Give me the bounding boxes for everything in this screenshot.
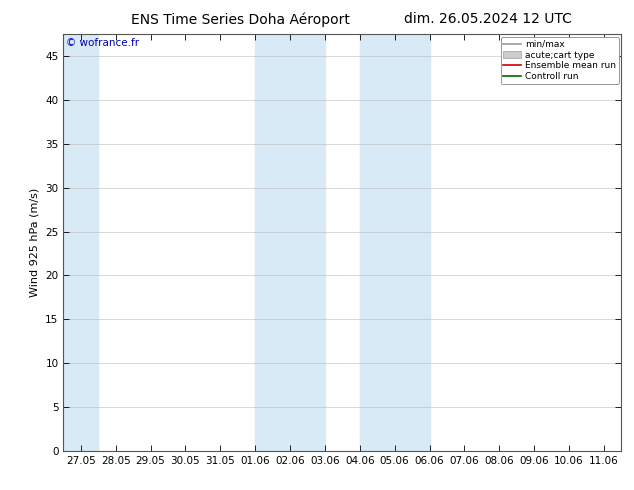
- Bar: [359, 34, 429, 451]
- Bar: [255, 34, 325, 451]
- Text: © wofrance.fr: © wofrance.fr: [66, 38, 139, 49]
- Bar: [63, 34, 98, 451]
- Y-axis label: Wind 925 hPa (m/s): Wind 925 hPa (m/s): [30, 188, 40, 297]
- Text: ENS Time Series Doha Aéroport: ENS Time Series Doha Aéroport: [131, 12, 351, 27]
- Text: dim. 26.05.2024 12 UTC: dim. 26.05.2024 12 UTC: [404, 12, 572, 26]
- Legend: min/max, acute;cart type, Ensemble mean run, Controll run: min/max, acute;cart type, Ensemble mean …: [500, 37, 619, 84]
